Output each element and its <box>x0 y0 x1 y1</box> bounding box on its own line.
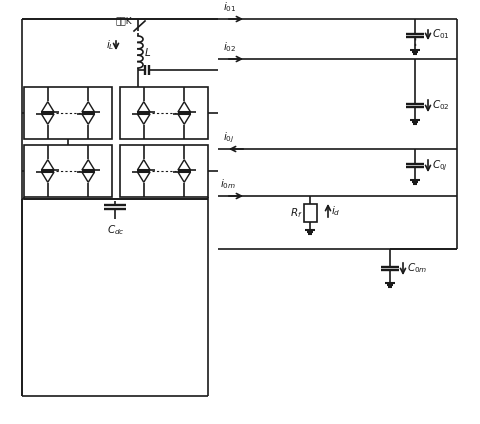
Text: $i_{02}$: $i_{02}$ <box>223 40 236 54</box>
Bar <box>24 87 112 139</box>
Text: $C_{0j}$: $C_{0j}$ <box>432 158 448 173</box>
Text: $i_{0j}$: $i_{0j}$ <box>223 131 235 145</box>
Bar <box>120 145 208 197</box>
Text: $i_L$: $i_L$ <box>106 39 115 53</box>
Text: $C_{dc}$: $C_{dc}$ <box>107 223 125 237</box>
Text: $C_{01}$: $C_{01}$ <box>432 27 450 41</box>
Text: $i_d$: $i_d$ <box>331 204 340 218</box>
Bar <box>24 145 112 197</box>
Bar <box>120 87 208 139</box>
Text: $i_{01}$: $i_{01}$ <box>223 0 237 14</box>
Text: $L$: $L$ <box>144 46 151 58</box>
Bar <box>303 204 316 222</box>
Text: $R_f$: $R_f$ <box>290 206 303 220</box>
Text: $C_{0m}$: $C_{0m}$ <box>407 262 427 276</box>
Text: $C_{02}$: $C_{02}$ <box>432 99 450 112</box>
Text: 开关K: 开关K <box>116 16 132 25</box>
Text: $i_{0m}$: $i_{0m}$ <box>220 177 236 191</box>
